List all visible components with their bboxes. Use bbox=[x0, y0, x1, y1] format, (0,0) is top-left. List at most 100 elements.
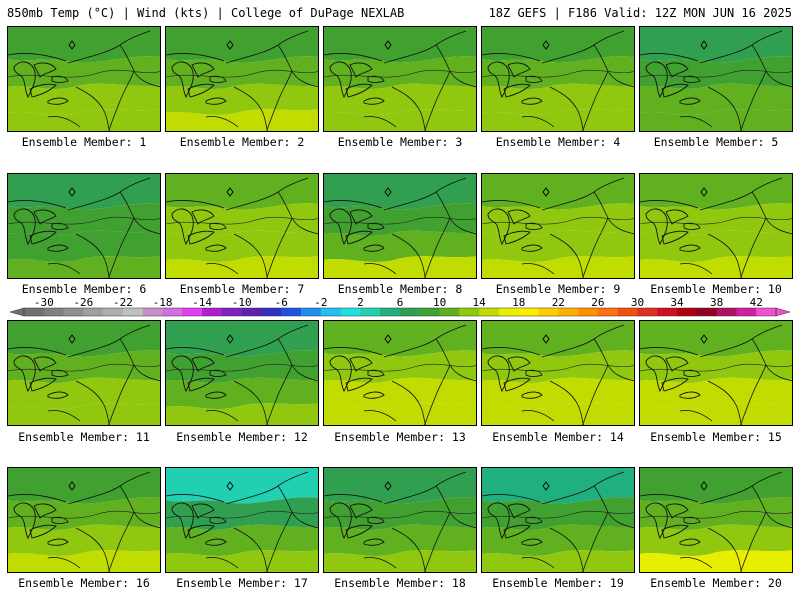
lake-outline bbox=[487, 502, 510, 540]
city-marker-icon bbox=[68, 40, 76, 50]
border-line bbox=[640, 494, 699, 503]
colorbar-segment bbox=[281, 308, 302, 316]
border-line bbox=[740, 217, 767, 278]
border-line bbox=[679, 263, 713, 275]
lake-outline bbox=[29, 83, 57, 98]
border-line bbox=[75, 86, 110, 131]
temperature-band bbox=[640, 203, 792, 236]
height-contour bbox=[166, 69, 318, 78]
border-line bbox=[640, 347, 699, 356]
ensemble-member-label: Ensemble Member: 19 bbox=[492, 576, 624, 590]
colorbar-tick-label: -30 bbox=[34, 296, 54, 309]
lake-outline bbox=[349, 62, 373, 78]
lake-outline bbox=[503, 83, 531, 98]
city-marker-icon bbox=[384, 481, 392, 491]
lake-outline bbox=[345, 377, 373, 392]
lake-outline bbox=[507, 209, 531, 225]
lake-outline bbox=[205, 538, 227, 546]
lake-outline bbox=[521, 538, 543, 546]
lake-outline bbox=[363, 391, 385, 399]
height-contour bbox=[166, 510, 318, 519]
border-line bbox=[8, 494, 67, 503]
lake-outline bbox=[209, 75, 227, 83]
lake-outline bbox=[661, 230, 689, 245]
border-line bbox=[707, 86, 742, 131]
colorbar-segment bbox=[736, 308, 757, 316]
border-line bbox=[324, 200, 383, 209]
border-line bbox=[47, 263, 81, 275]
colorbar-left-arrow-icon bbox=[9, 307, 25, 317]
lake-outline bbox=[525, 222, 543, 230]
lake-outline bbox=[345, 83, 373, 98]
colorbar-segment bbox=[202, 308, 223, 316]
colorbar-tick-label: 6 bbox=[397, 296, 404, 309]
border-line bbox=[108, 364, 135, 425]
height-contour bbox=[8, 69, 160, 78]
temperature-band bbox=[324, 256, 476, 278]
height-contour bbox=[8, 363, 160, 372]
lake-outline bbox=[645, 355, 668, 393]
temperature-band bbox=[482, 497, 634, 530]
border-line bbox=[205, 410, 239, 422]
colorbar-tick-label: -2 bbox=[314, 296, 327, 309]
lake-outline bbox=[661, 83, 689, 98]
lake-outline bbox=[349, 503, 373, 519]
border-line bbox=[324, 53, 383, 62]
temperature-band bbox=[482, 403, 634, 425]
lake-outline bbox=[171, 502, 194, 540]
lake-outline bbox=[521, 97, 543, 105]
lake-outline bbox=[507, 503, 531, 519]
lake-outline bbox=[171, 208, 194, 246]
colorbar-segment bbox=[122, 308, 144, 316]
border-line bbox=[233, 527, 268, 572]
border-line bbox=[266, 217, 293, 278]
border-line bbox=[233, 233, 268, 278]
temperature-band bbox=[324, 321, 476, 357]
lake-outline bbox=[171, 61, 194, 99]
lake-outline bbox=[209, 516, 227, 524]
lake-outline bbox=[683, 222, 701, 230]
city-marker-icon bbox=[226, 187, 234, 197]
ensemble-member-label: Ensemble Member: 18 bbox=[334, 576, 466, 590]
temperature-band bbox=[640, 256, 792, 278]
ensemble-map-panel bbox=[323, 467, 477, 573]
border-line bbox=[521, 116, 555, 128]
temperature-band bbox=[640, 497, 792, 530]
border-line bbox=[582, 70, 609, 131]
temperature-band bbox=[8, 550, 160, 572]
border-line bbox=[549, 233, 584, 278]
lake-outline bbox=[191, 62, 215, 78]
border-line bbox=[166, 200, 225, 209]
colorbar-segment bbox=[182, 308, 203, 316]
lake-outline bbox=[345, 524, 373, 539]
colorbar-tick-label: 38 bbox=[710, 296, 723, 309]
border-line bbox=[740, 70, 767, 131]
city-marker-icon bbox=[700, 481, 708, 491]
temperature-band bbox=[8, 468, 160, 504]
ensemble-map-panel bbox=[481, 173, 635, 279]
temperature-band bbox=[8, 497, 160, 530]
lake-outline bbox=[13, 502, 36, 540]
lake-outline bbox=[13, 355, 36, 393]
ensemble-member-label: Ensemble Member: 14 bbox=[492, 430, 624, 444]
lake-outline bbox=[51, 75, 69, 83]
temperature-band bbox=[482, 27, 634, 63]
ensemble-map-panel bbox=[481, 467, 635, 573]
lake-outline bbox=[349, 209, 373, 225]
border-line bbox=[482, 53, 541, 62]
lake-outline bbox=[51, 369, 69, 377]
temperature-band bbox=[8, 321, 160, 357]
temperature-band bbox=[482, 56, 634, 89]
temperature-band bbox=[8, 403, 160, 425]
height-contour bbox=[324, 510, 476, 519]
border-line bbox=[108, 70, 135, 131]
ensemble-member-label: Ensemble Member: 13 bbox=[334, 430, 466, 444]
border-line bbox=[391, 527, 426, 572]
border-line bbox=[47, 410, 81, 422]
temperature-band bbox=[482, 109, 634, 131]
lake-outline bbox=[525, 516, 543, 524]
lake-outline bbox=[345, 230, 373, 245]
ensemble-map-panel bbox=[165, 173, 319, 279]
border-line bbox=[363, 263, 397, 275]
temperature-band bbox=[324, 468, 476, 504]
